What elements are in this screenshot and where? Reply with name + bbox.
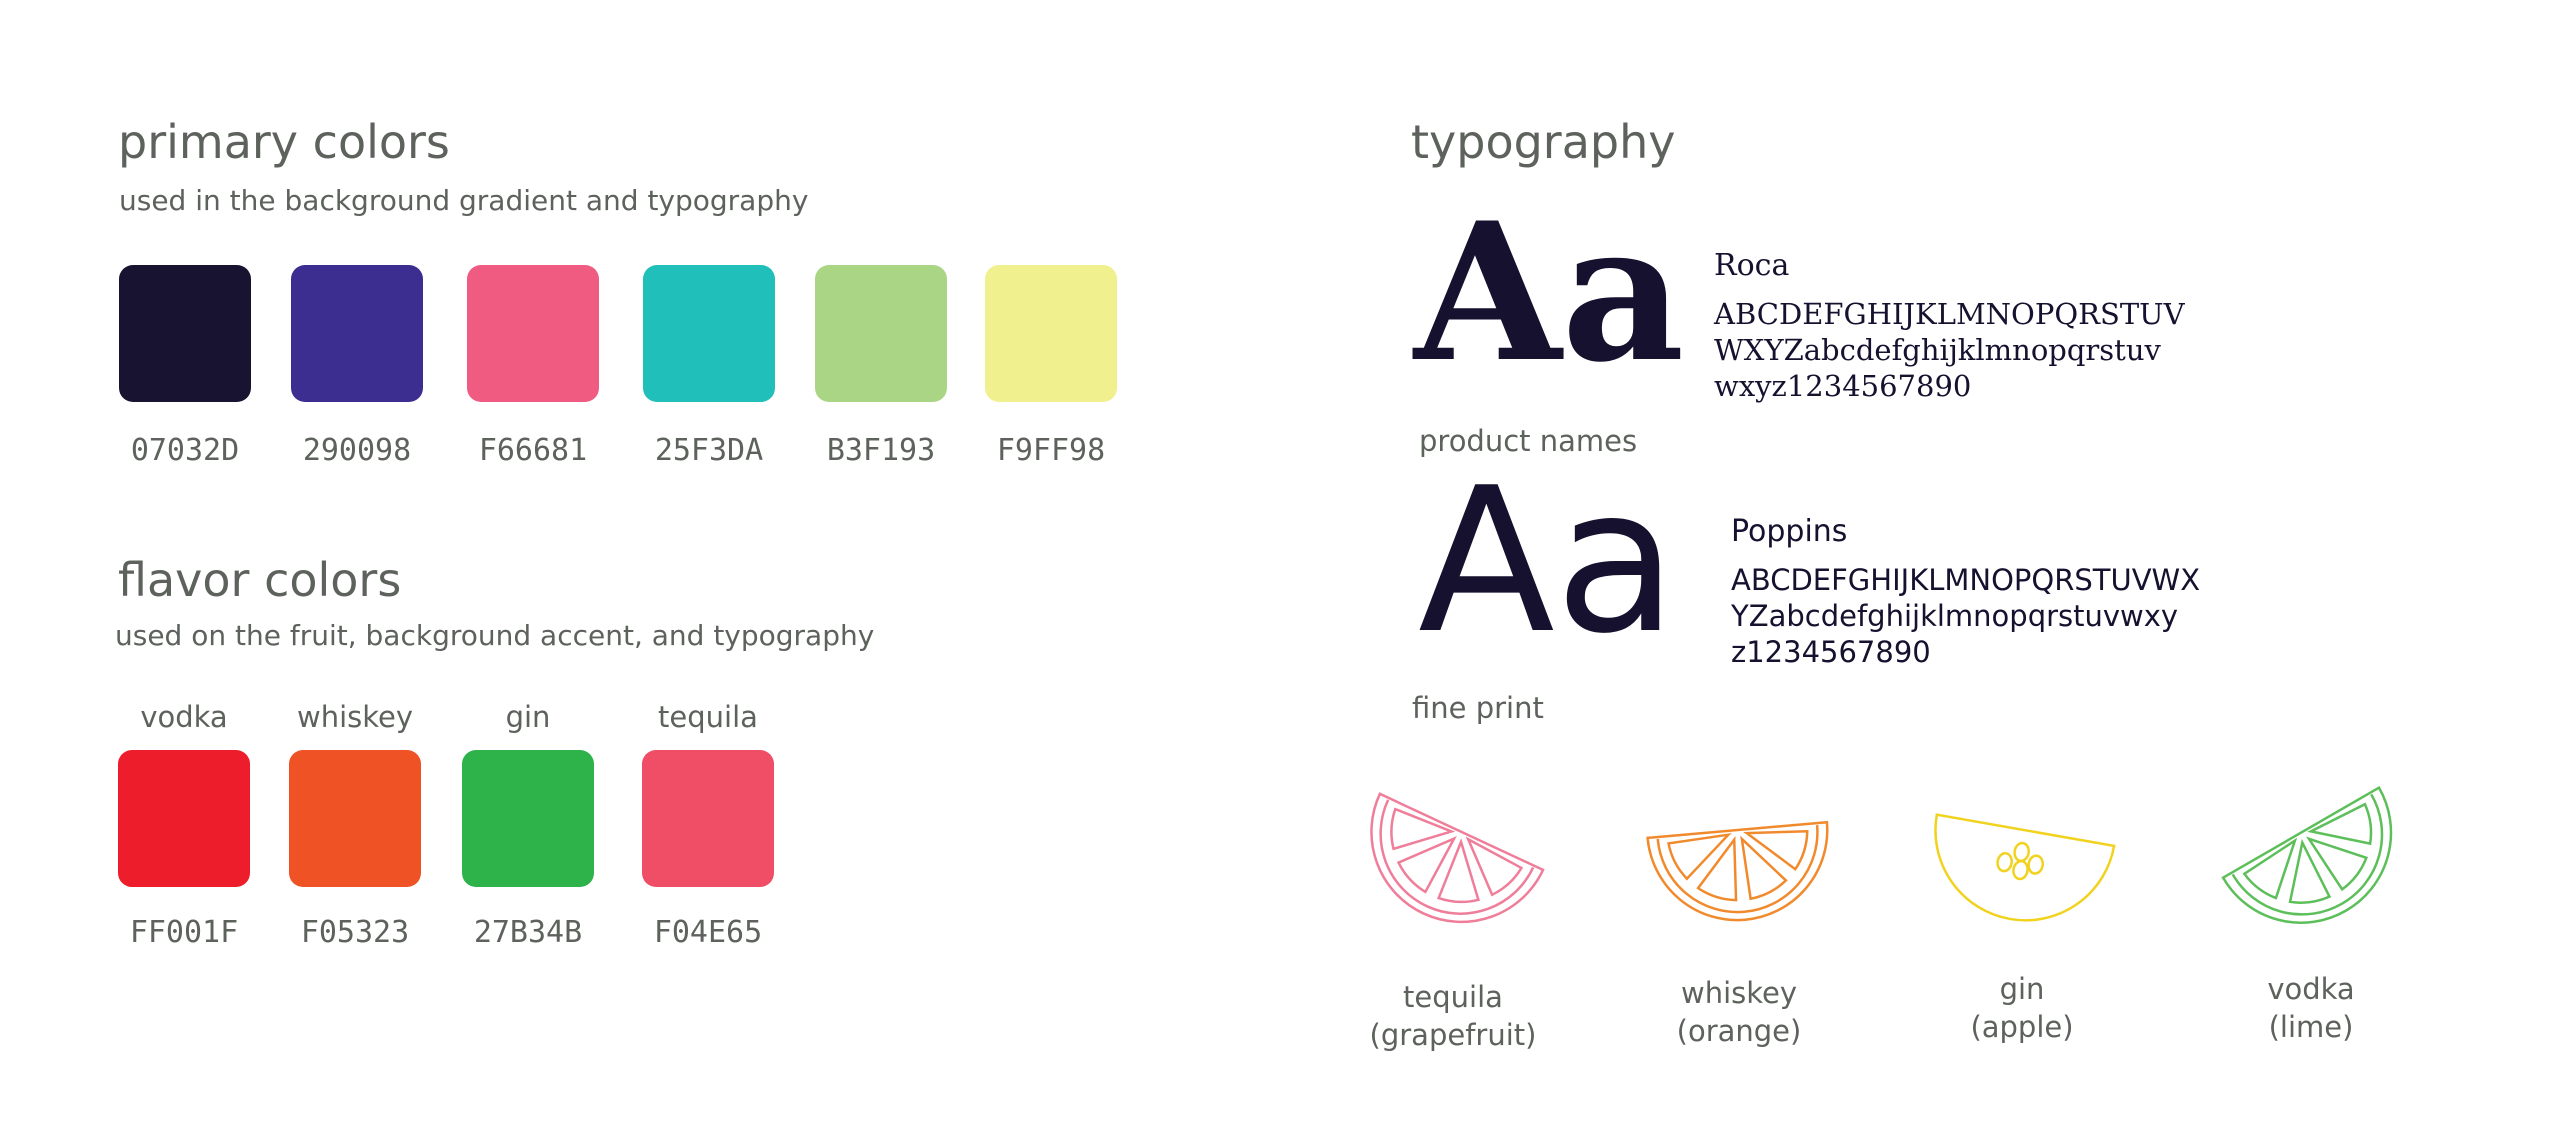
fruit-type: (orange) [1676, 1014, 1802, 1048]
hex-label: F66681 [478, 433, 588, 468]
flavor-name: gin [505, 700, 551, 734]
font-usage: fine print [1412, 691, 1544, 725]
fruit-icon [1646, 820, 1829, 922]
fruit-name: vodka [2267, 972, 2355, 1006]
color-swatch [643, 265, 775, 402]
font-glyphs: ABCDEFGHIJKLMNOPQRSTUVWX [1731, 563, 2201, 597]
font-glyphs: ABCDEFGHIJKLMNOPQRSTUV [1714, 297, 2185, 331]
fruit-icon [1370, 792, 1545, 924]
section-subtitle: used in the background gradient and typo… [119, 184, 809, 217]
fruit-name: whiskey [1680, 976, 1798, 1010]
color-swatch [291, 265, 423, 402]
hex-label: F04E65 [653, 915, 763, 950]
font-glyphs: z1234567890 [1731, 635, 1931, 669]
hex-label: F9FF98 [996, 433, 1106, 468]
font-sample: Aa [1414, 181, 1685, 404]
font-glyphs: wxyz1234567890 [1714, 369, 1972, 403]
font-glyphs: WXYZabcdefghijklmnopqrstuv [1714, 333, 2161, 367]
fruit-icon [1934, 813, 2116, 922]
section-title: flavor colors [118, 553, 402, 607]
hex-label: B3F193 [826, 433, 936, 468]
font-sample: Aa [1418, 445, 1678, 678]
fruit-name: gin [1999, 972, 2045, 1006]
fruit-type: (lime) [2268, 1010, 2354, 1044]
color-swatch [118, 750, 250, 887]
color-swatch [289, 750, 421, 887]
fruit-type: (grapefruit) [1369, 1018, 1537, 1052]
hex-label: 290098 [302, 433, 412, 468]
font-name: Roca [1714, 248, 1790, 283]
section-title: primary colors [118, 115, 450, 169]
fruit-type: (apple) [1970, 1010, 2074, 1044]
section-subtitle: used on the fruit, background accent, an… [115, 619, 875, 652]
flavor-name: whiskey [296, 700, 414, 734]
flavor-name: tequila [658, 700, 758, 734]
hex-label: 07032D [130, 433, 240, 468]
hex-label: F05323 [300, 915, 410, 950]
fruit-name: tequila [1403, 980, 1503, 1014]
color-swatch [119, 265, 251, 402]
fruit-icon [2221, 785, 2393, 924]
hex-label: FF001F [129, 915, 239, 950]
hex-label: 27B34B [473, 915, 583, 950]
hex-label: 25F3DA [654, 433, 764, 468]
color-swatch [462, 750, 594, 887]
font-name: Poppins [1731, 514, 1848, 549]
section-title: typography [1411, 115, 1676, 169]
font-usage: product names [1419, 424, 1638, 458]
color-swatch [642, 750, 774, 887]
color-swatch [985, 265, 1117, 402]
font-glyphs: YZabcdefghijklmnopqrstuvwxy [1731, 599, 2179, 633]
color-swatch [815, 265, 947, 402]
color-swatch [467, 265, 599, 402]
flavor-name: vodka [140, 700, 228, 734]
